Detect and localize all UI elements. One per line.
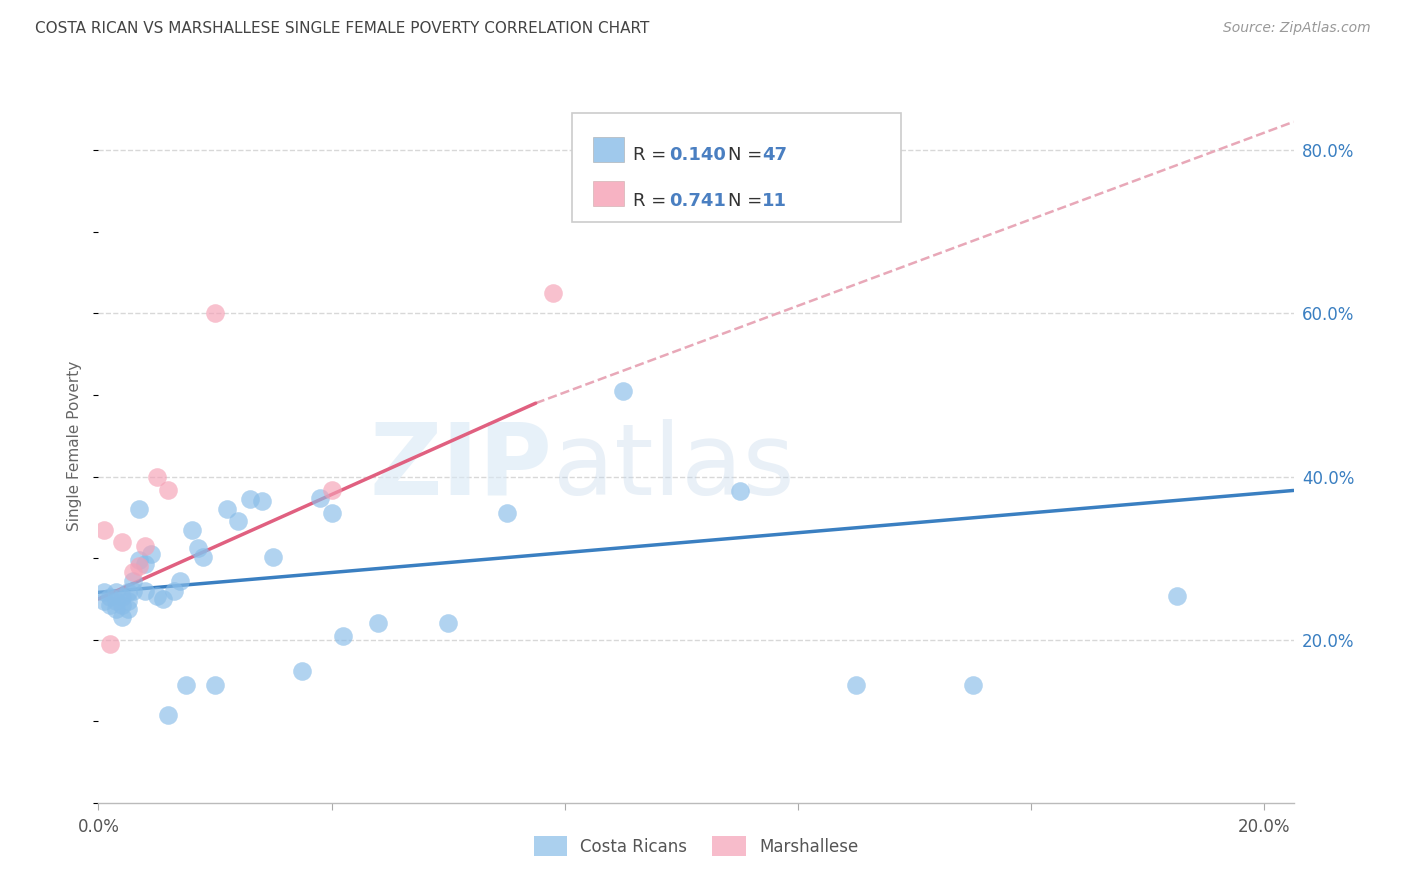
- Point: [250, 494, 273, 508]
- Point: [152, 591, 174, 606]
- Text: N =: N =: [728, 192, 768, 210]
- Point: [291, 664, 314, 678]
- Point: [111, 591, 134, 605]
- Point: [134, 539, 156, 553]
- Point: [1166, 590, 1188, 604]
- Y-axis label: Single Female Poverty: Single Female Poverty: [67, 361, 83, 531]
- Text: atlas: atlas: [553, 419, 794, 516]
- Point: [321, 483, 343, 498]
- Text: COSTA RICAN VS MARSHALLESE SINGLE FEMALE POVERTY CORRELATION CHART: COSTA RICAN VS MARSHALLESE SINGLE FEMALE…: [35, 21, 650, 36]
- Point: [728, 484, 751, 499]
- Point: [128, 559, 150, 574]
- Point: [163, 583, 186, 598]
- Point: [239, 491, 262, 506]
- Point: [367, 616, 389, 631]
- Point: [204, 677, 226, 691]
- Point: [104, 601, 127, 615]
- Point: [139, 547, 162, 561]
- Point: [186, 541, 208, 556]
- Point: [128, 502, 150, 516]
- Point: [180, 523, 202, 537]
- Point: [111, 534, 134, 549]
- Legend: Costa Ricans, Marshallese: Costa Ricans, Marshallese: [527, 830, 865, 863]
- Text: R =: R =: [633, 192, 672, 210]
- Point: [117, 601, 139, 615]
- Text: R =: R =: [633, 145, 672, 164]
- Point: [612, 384, 634, 398]
- Point: [332, 629, 354, 643]
- Point: [228, 515, 250, 529]
- Point: [495, 506, 517, 520]
- Point: [215, 502, 238, 516]
- Point: [262, 549, 284, 564]
- Point: [117, 585, 139, 599]
- Point: [145, 469, 167, 483]
- Point: [104, 585, 127, 599]
- Point: [122, 565, 145, 579]
- Point: [145, 590, 167, 604]
- Point: [128, 553, 150, 567]
- Point: [93, 585, 115, 599]
- Text: N =: N =: [728, 145, 768, 164]
- Point: [157, 707, 180, 722]
- Point: [111, 598, 134, 612]
- Point: [157, 483, 180, 498]
- Point: [845, 677, 868, 691]
- Point: [93, 523, 115, 537]
- Point: [98, 598, 121, 612]
- Point: [437, 616, 460, 631]
- Point: [321, 506, 343, 520]
- Point: [111, 610, 134, 624]
- Text: 0.741: 0.741: [669, 192, 725, 210]
- Point: [98, 637, 121, 651]
- Point: [309, 491, 332, 505]
- Point: [962, 677, 984, 691]
- Point: [122, 583, 145, 598]
- Point: [93, 593, 115, 607]
- Point: [169, 574, 191, 588]
- Point: [122, 574, 145, 588]
- Point: [98, 591, 121, 605]
- Text: 0.140: 0.140: [669, 145, 725, 164]
- Text: 11: 11: [762, 192, 787, 210]
- Text: ZIP: ZIP: [370, 419, 553, 516]
- Text: 47: 47: [762, 145, 787, 164]
- Point: [174, 677, 197, 691]
- Point: [204, 306, 226, 320]
- Text: Source: ZipAtlas.com: Source: ZipAtlas.com: [1223, 21, 1371, 35]
- Point: [134, 557, 156, 571]
- Point: [117, 593, 139, 607]
- Point: [541, 286, 564, 301]
- Point: [134, 583, 156, 598]
- Point: [193, 549, 215, 564]
- Point: [104, 593, 127, 607]
